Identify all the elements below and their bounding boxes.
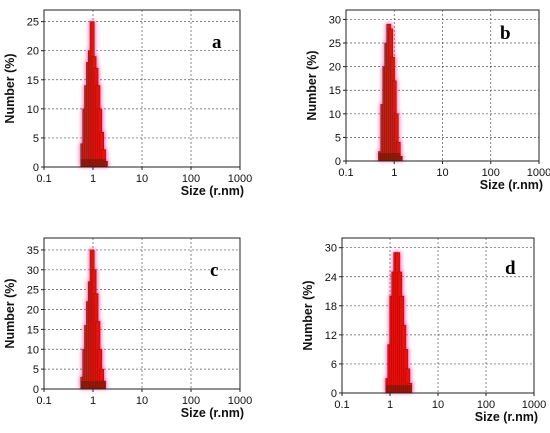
y-axis-label: Number (%) bbox=[301, 280, 315, 350]
panel-label: d bbox=[505, 258, 516, 279]
y-tick-label: 25 bbox=[329, 38, 341, 50]
y-tick-label: 15 bbox=[329, 85, 341, 97]
y-tick-label: 10 bbox=[27, 344, 39, 356]
y-tick-label: 0 bbox=[331, 388, 337, 400]
bar-layer bbox=[80, 249, 106, 390]
x-tick-label: 0.1 bbox=[36, 173, 51, 185]
y-tick-label: 12 bbox=[325, 330, 337, 342]
y-tick-label: 6 bbox=[331, 359, 337, 371]
y-tick-label: 30 bbox=[325, 243, 337, 255]
y-tick-label: 30 bbox=[329, 14, 341, 26]
x-tick-label: 10 bbox=[136, 395, 148, 407]
y-tick-label: 0 bbox=[33, 384, 39, 396]
x-axis-label: Size (r.nm) bbox=[181, 406, 244, 420]
y-tick-label: 20 bbox=[27, 46, 39, 58]
y-tick-label: 10 bbox=[329, 109, 341, 121]
y-tick-label: 5 bbox=[33, 364, 39, 376]
x-tick-label: 100 bbox=[477, 399, 495, 411]
y-tick-label: 20 bbox=[27, 305, 39, 317]
x-tick-label: 0.1 bbox=[334, 399, 349, 411]
x-tick-label: 1000 bbox=[228, 395, 252, 407]
y-tick-label: 25 bbox=[27, 17, 39, 29]
bar-layer bbox=[385, 252, 413, 394]
panel-label: a bbox=[212, 32, 222, 53]
x-tick-label: 10 bbox=[436, 167, 448, 179]
x-tick-label: 0.1 bbox=[338, 167, 353, 179]
x-tick-label: 1 bbox=[90, 173, 96, 185]
y-tick-label: 15 bbox=[27, 324, 39, 336]
bar-layer bbox=[80, 21, 108, 168]
x-axis-label: Size (r.nm) bbox=[480, 178, 543, 192]
y-tick-label: 5 bbox=[335, 132, 341, 144]
y-tick-label: 25 bbox=[27, 285, 39, 297]
x-tick-label: 1000 bbox=[522, 399, 546, 411]
bar-base bbox=[398, 156, 403, 161]
x-tick-label: 1000 bbox=[228, 173, 252, 185]
y-tick-label: 10 bbox=[27, 104, 39, 116]
x-tick-label: 1000 bbox=[527, 167, 550, 179]
x-tick-label: 0.1 bbox=[36, 395, 51, 407]
x-tick-label: 100 bbox=[182, 173, 200, 185]
y-tick-label: 15 bbox=[27, 75, 39, 87]
bar-base bbox=[103, 161, 108, 167]
y-axis-label: Number (%) bbox=[3, 53, 17, 123]
x-axis-label: Size (r.nm) bbox=[475, 410, 538, 424]
x-tick-label: 1 bbox=[387, 399, 393, 411]
y-tick-label: 0 bbox=[33, 162, 39, 174]
y-tick-label: 35 bbox=[27, 245, 39, 257]
x-tick-label: 1 bbox=[90, 395, 96, 407]
x-tick-label: 10 bbox=[432, 399, 444, 411]
x-tick-label: 1 bbox=[391, 167, 397, 179]
y-axis-label: Number (%) bbox=[3, 278, 17, 348]
y-tick-label: 20 bbox=[329, 62, 341, 74]
bar-base bbox=[101, 381, 106, 389]
panel-label: c bbox=[210, 260, 218, 281]
x-tick-label: 100 bbox=[482, 167, 500, 179]
panel-label: b bbox=[500, 23, 511, 44]
y-axis-label: Number (%) bbox=[305, 50, 319, 120]
y-tick-label: 18 bbox=[325, 301, 337, 313]
y-tick-label: 0 bbox=[335, 156, 341, 168]
x-axis-label: Size (r.nm) bbox=[181, 184, 244, 198]
x-tick-label: 100 bbox=[182, 395, 200, 407]
y-tick-label: 24 bbox=[325, 272, 337, 284]
bar-base bbox=[407, 385, 412, 393]
x-tick-label: 10 bbox=[136, 173, 148, 185]
y-tick-label: 5 bbox=[33, 133, 39, 145]
y-tick-label: 30 bbox=[27, 265, 39, 277]
